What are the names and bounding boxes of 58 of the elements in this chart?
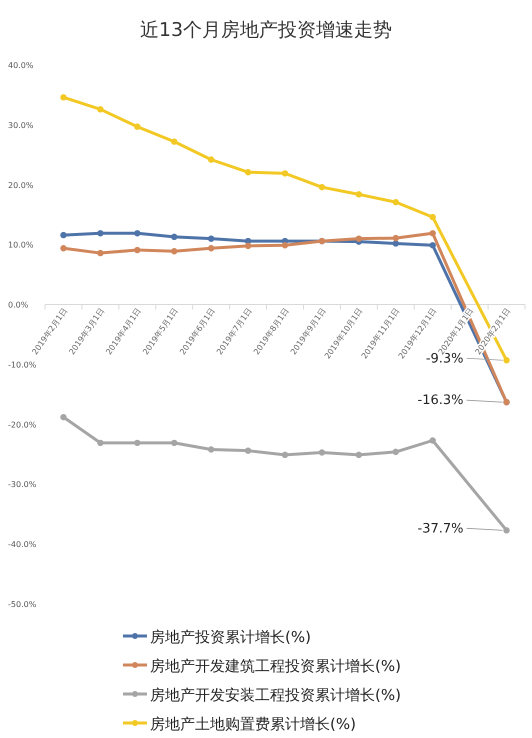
point bbox=[356, 235, 362, 242]
point bbox=[171, 248, 178, 254]
point bbox=[503, 527, 510, 534]
point bbox=[208, 235, 214, 242]
point bbox=[134, 440, 141, 446]
point bbox=[244, 242, 252, 250]
point bbox=[318, 449, 326, 456]
point bbox=[282, 242, 288, 248]
point bbox=[171, 138, 178, 145]
y-tick-label: -50.0% bbox=[8, 600, 37, 609]
point bbox=[171, 234, 178, 240]
y-tick-label: 10.0% bbox=[8, 240, 34, 250]
point bbox=[134, 246, 141, 254]
y-tick-label: -10.0% bbox=[8, 360, 37, 370]
point bbox=[429, 242, 436, 248]
legend-label: 房地产投资累计增长(%) bbox=[150, 628, 311, 646]
point bbox=[60, 245, 67, 252]
point bbox=[356, 452, 362, 458]
data-label: -16.3% bbox=[418, 393, 464, 408]
point bbox=[208, 245, 214, 252]
y-tick-label: 20.0% bbox=[8, 180, 34, 190]
point bbox=[60, 414, 67, 420]
point bbox=[134, 123, 141, 130]
point bbox=[97, 106, 104, 113]
chart-title: 近13个月房地产投资增速走势 bbox=[140, 19, 392, 41]
point bbox=[208, 156, 214, 163]
point bbox=[392, 448, 399, 456]
legend-label: 房地产开发安装工程投资累计增长(%) bbox=[150, 686, 401, 704]
point bbox=[282, 452, 288, 458]
point bbox=[208, 446, 214, 453]
y-tick-label: -30.0% bbox=[8, 480, 37, 490]
y-tick-label: -20.0% bbox=[8, 420, 37, 430]
point bbox=[392, 234, 399, 242]
point bbox=[429, 437, 436, 444]
point bbox=[282, 170, 288, 177]
y-tick-label: 40.0% bbox=[8, 61, 34, 70]
point bbox=[244, 169, 252, 176]
point bbox=[97, 250, 104, 256]
y-tick-label: 0.0% bbox=[8, 300, 29, 310]
y-tick-label: -40.0% bbox=[8, 540, 37, 550]
point bbox=[392, 240, 399, 247]
point bbox=[392, 198, 399, 206]
point bbox=[503, 357, 510, 364]
point bbox=[60, 94, 67, 101]
data-label: -37.7% bbox=[418, 521, 464, 536]
point bbox=[97, 230, 104, 236]
point bbox=[244, 447, 252, 454]
point bbox=[134, 230, 141, 236]
point bbox=[318, 184, 326, 190]
legend-label: 房地产土地购置费累计增长(%) bbox=[150, 715, 356, 733]
point bbox=[429, 230, 436, 236]
point bbox=[429, 214, 436, 220]
point bbox=[97, 440, 104, 446]
point bbox=[356, 191, 362, 198]
point bbox=[171, 440, 178, 446]
legend-label: 房地产开发建筑工程投资累计增长(%) bbox=[150, 657, 401, 675]
point bbox=[60, 232, 67, 238]
y-tick-label: 30.0% bbox=[8, 120, 34, 130]
